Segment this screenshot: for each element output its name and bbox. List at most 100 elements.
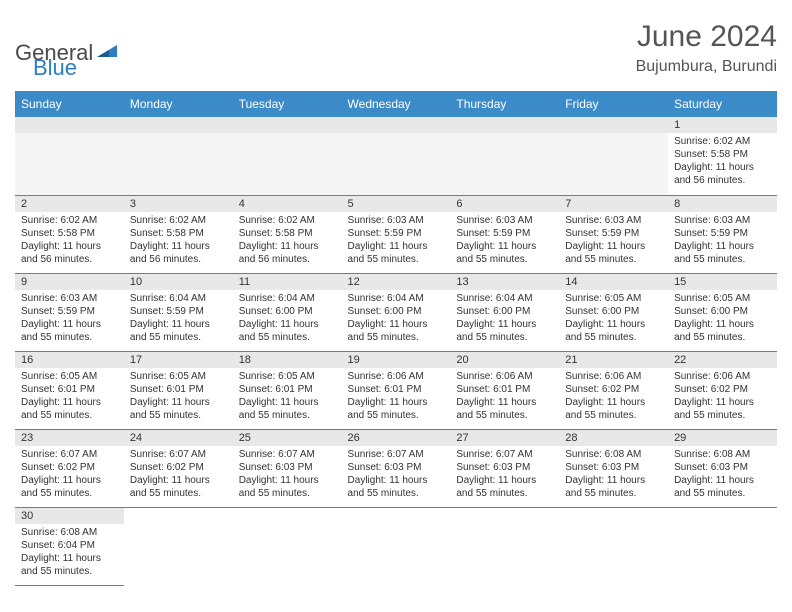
location: Bujumbura, Burundi — [636, 58, 777, 76]
day-content: Sunrise: 6:08 AMSunset: 6:03 PMDaylight:… — [668, 446, 777, 502]
day-number: 5 — [342, 196, 451, 212]
day-number: 26 — [342, 430, 451, 446]
day-number: 2 — [15, 196, 124, 212]
day-cell: 15Sunrise: 6:05 AMSunset: 6:00 PMDayligh… — [668, 273, 777, 351]
logo-text-blue: Blue — [33, 55, 77, 80]
empty-cell — [668, 507, 777, 585]
empty-cell — [15, 117, 124, 195]
weekday-header-row: SundayMondayTuesdayWednesdayThursdayFrid… — [15, 91, 777, 117]
day-content: Sunrise: 6:03 AMSunset: 5:59 PMDaylight:… — [559, 212, 668, 268]
day-number: 16 — [15, 352, 124, 368]
empty-cell — [450, 117, 559, 195]
day-number: 25 — [233, 430, 342, 446]
day-content: Sunrise: 6:07 AMSunset: 6:02 PMDaylight:… — [124, 446, 233, 502]
empty-cell — [559, 507, 668, 585]
day-content: Sunrise: 6:05 AMSunset: 6:00 PMDaylight:… — [559, 290, 668, 346]
month-title: June 2024 — [636, 20, 777, 54]
day-content: Sunrise: 6:08 AMSunset: 6:04 PMDaylight:… — [15, 524, 124, 580]
empty-cell — [124, 117, 233, 195]
weekday-header: Monday — [124, 91, 233, 117]
day-cell: 18Sunrise: 6:05 AMSunset: 6:01 PMDayligh… — [233, 351, 342, 429]
weekday-header: Tuesday — [233, 91, 342, 117]
day-content: Sunrise: 6:07 AMSunset: 6:03 PMDaylight:… — [342, 446, 451, 502]
day-content: Sunrise: 6:04 AMSunset: 6:00 PMDaylight:… — [233, 290, 342, 346]
logo-flag-icon — [97, 43, 119, 64]
day-cell: 4Sunrise: 6:02 AMSunset: 5:58 PMDaylight… — [233, 195, 342, 273]
day-content: Sunrise: 6:06 AMSunset: 6:02 PMDaylight:… — [668, 368, 777, 424]
day-content: Sunrise: 6:06 AMSunset: 6:01 PMDaylight:… — [342, 368, 451, 424]
day-content: Sunrise: 6:02 AMSunset: 5:58 PMDaylight:… — [668, 133, 777, 189]
day-cell: 28Sunrise: 6:08 AMSunset: 6:03 PMDayligh… — [559, 429, 668, 507]
day-number: 14 — [559, 274, 668, 290]
day-number: 28 — [559, 430, 668, 446]
calendar-body: 1Sunrise: 6:02 AMSunset: 5:58 PMDaylight… — [15, 117, 777, 585]
day-cell: 24Sunrise: 6:07 AMSunset: 6:02 PMDayligh… — [124, 429, 233, 507]
day-number: 13 — [450, 274, 559, 290]
day-number: 9 — [15, 274, 124, 290]
header: General June 2024 Bujumbura, Burundi — [15, 20, 777, 76]
empty-cell — [450, 507, 559, 585]
weekday-header: Friday — [559, 91, 668, 117]
day-content: Sunrise: 6:06 AMSunset: 6:02 PMDaylight:… — [559, 368, 668, 424]
day-cell: 2Sunrise: 6:02 AMSunset: 5:58 PMDaylight… — [15, 195, 124, 273]
day-cell: 5Sunrise: 6:03 AMSunset: 5:59 PMDaylight… — [342, 195, 451, 273]
day-content: Sunrise: 6:02 AMSunset: 5:58 PMDaylight:… — [124, 212, 233, 268]
day-content: Sunrise: 6:02 AMSunset: 5:58 PMDaylight:… — [15, 212, 124, 268]
day-number: 27 — [450, 430, 559, 446]
day-number: 11 — [233, 274, 342, 290]
day-cell: 22Sunrise: 6:06 AMSunset: 6:02 PMDayligh… — [668, 351, 777, 429]
empty-cell — [124, 507, 233, 585]
day-number: 7 — [559, 196, 668, 212]
day-content: Sunrise: 6:05 AMSunset: 6:01 PMDaylight:… — [233, 368, 342, 424]
day-content: Sunrise: 6:05 AMSunset: 6:01 PMDaylight:… — [15, 368, 124, 424]
day-cell: 29Sunrise: 6:08 AMSunset: 6:03 PMDayligh… — [668, 429, 777, 507]
day-cell: 10Sunrise: 6:04 AMSunset: 5:59 PMDayligh… — [124, 273, 233, 351]
day-number: 17 — [124, 352, 233, 368]
day-number: 19 — [342, 352, 451, 368]
weekday-header: Wednesday — [342, 91, 451, 117]
weekday-header: Saturday — [668, 91, 777, 117]
calendar-table: SundayMondayTuesdayWednesdayThursdayFrid… — [15, 91, 777, 586]
day-cell: 12Sunrise: 6:04 AMSunset: 6:00 PMDayligh… — [342, 273, 451, 351]
day-cell: 16Sunrise: 6:05 AMSunset: 6:01 PMDayligh… — [15, 351, 124, 429]
day-cell: 30Sunrise: 6:08 AMSunset: 6:04 PMDayligh… — [15, 507, 124, 585]
day-number: 30 — [15, 508, 124, 524]
day-cell: 1Sunrise: 6:02 AMSunset: 5:58 PMDaylight… — [668, 117, 777, 195]
day-number: 22 — [668, 352, 777, 368]
day-content: Sunrise: 6:08 AMSunset: 6:03 PMDaylight:… — [559, 446, 668, 502]
day-number: 20 — [450, 352, 559, 368]
day-cell: 3Sunrise: 6:02 AMSunset: 5:58 PMDaylight… — [124, 195, 233, 273]
day-number: 29 — [668, 430, 777, 446]
day-cell: 7Sunrise: 6:03 AMSunset: 5:59 PMDaylight… — [559, 195, 668, 273]
day-number: 3 — [124, 196, 233, 212]
day-cell: 27Sunrise: 6:07 AMSunset: 6:03 PMDayligh… — [450, 429, 559, 507]
day-number: 1 — [668, 117, 777, 133]
day-cell: 26Sunrise: 6:07 AMSunset: 6:03 PMDayligh… — [342, 429, 451, 507]
day-number: 21 — [559, 352, 668, 368]
weekday-header: Thursday — [450, 91, 559, 117]
day-cell: 21Sunrise: 6:06 AMSunset: 6:02 PMDayligh… — [559, 351, 668, 429]
day-number: 24 — [124, 430, 233, 446]
day-content: Sunrise: 6:03 AMSunset: 5:59 PMDaylight:… — [668, 212, 777, 268]
day-content: Sunrise: 6:03 AMSunset: 5:59 PMDaylight:… — [342, 212, 451, 268]
day-number: 15 — [668, 274, 777, 290]
day-content: Sunrise: 6:07 AMSunset: 6:03 PMDaylight:… — [233, 446, 342, 502]
day-content: Sunrise: 6:03 AMSunset: 5:59 PMDaylight:… — [450, 212, 559, 268]
day-cell: 8Sunrise: 6:03 AMSunset: 5:59 PMDaylight… — [668, 195, 777, 273]
day-number: 6 — [450, 196, 559, 212]
day-number: 18 — [233, 352, 342, 368]
day-cell: 14Sunrise: 6:05 AMSunset: 6:00 PMDayligh… — [559, 273, 668, 351]
empty-cell — [233, 507, 342, 585]
day-number: 4 — [233, 196, 342, 212]
day-cell: 23Sunrise: 6:07 AMSunset: 6:02 PMDayligh… — [15, 429, 124, 507]
day-number: 8 — [668, 196, 777, 212]
day-number: 10 — [124, 274, 233, 290]
day-cell: 9Sunrise: 6:03 AMSunset: 5:59 PMDaylight… — [15, 273, 124, 351]
day-cell: 20Sunrise: 6:06 AMSunset: 6:01 PMDayligh… — [450, 351, 559, 429]
empty-cell — [342, 117, 451, 195]
day-content: Sunrise: 6:05 AMSunset: 6:01 PMDaylight:… — [124, 368, 233, 424]
empty-cell — [559, 117, 668, 195]
title-block: June 2024 Bujumbura, Burundi — [636, 20, 777, 76]
day-cell: 6Sunrise: 6:03 AMSunset: 5:59 PMDaylight… — [450, 195, 559, 273]
day-content: Sunrise: 6:04 AMSunset: 6:00 PMDaylight:… — [450, 290, 559, 346]
